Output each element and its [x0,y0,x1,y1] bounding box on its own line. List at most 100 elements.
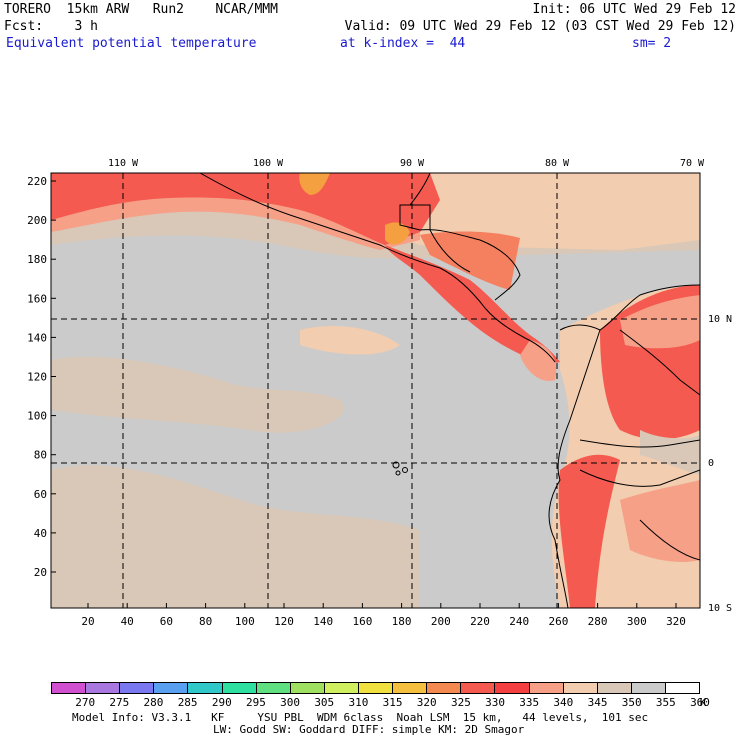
colorbar-cell [631,683,666,693]
colombia-north-coast [559,284,700,331]
venezuela-border [619,329,700,396]
colorbar-cell [495,683,530,693]
peru-border [579,469,700,487]
x-tick-label: 120 [274,615,294,628]
orange-spot-north [299,173,330,195]
honduras-border [429,229,471,273]
peach-patch-ocean [300,325,400,355]
salmon-panama [520,340,557,381]
colorbar-cell [222,683,257,693]
colorbar-label: 300 [280,696,301,709]
red-central-america [385,245,560,365]
y-tick-label: 140 [27,331,47,344]
salmon-colombia-north [620,295,700,349]
longitude-label: 80 W [545,158,570,169]
x-tick-label: 140 [313,615,333,628]
longitude-label: 100 W [253,158,284,169]
coastlines [199,173,700,608]
longitude-labels: 110 W 100 W 90 W 80 W 70 W [108,158,705,169]
y-tick-label: 200 [27,214,47,227]
x-tick-labels: 20 40 60 80 100 120 140 160 180 200 220 240 260 280 30… [81,615,686,628]
colorbar-label: 325 [450,696,471,709]
colorbar-label: 330 [485,696,505,709]
pacific-coastline-central-america [199,173,556,363]
y-tick-label: 100 [27,410,47,423]
colorbar-cell [86,683,121,693]
physics-info: LW: Godd SW: Goddard DIFF: simple KM: 2D… [213,723,525,736]
latitude-label: 10 N [708,314,732,325]
smoothing-label: sm= 2 [632,36,672,51]
colorbar-cell [358,683,394,693]
field-shading [51,173,700,608]
k-index-label: at k-index = 44 [340,36,466,51]
brazil-peru-border [639,519,700,561]
y-tick-label: 40 [34,527,47,540]
colorbar-unit: K [699,696,707,709]
y-tick-label: 20 [34,566,47,579]
colorbar-cell [461,683,496,693]
caribbean-coastline [399,173,521,301]
field-name: Equivalent potential temperature [6,36,257,51]
red-andes-peru [558,454,620,608]
y-tick-labels: 220 200 180 160 140 120 100 80 60 40 20 [27,175,47,579]
latitude-label: 10 S [708,603,732,614]
x-tick-label: 320 [666,615,686,628]
colorbar-label: 290 [211,696,232,709]
x-tick-label: 80 [199,615,212,628]
y-tick-label: 80 [34,449,47,462]
latitude-labels: 10 N 0 10 S [708,314,732,614]
galapagos-island-3 [395,470,401,476]
latitude-label: 0 [708,458,714,469]
guatemala-border [400,204,431,230]
y-tick-label: 180 [27,253,47,266]
colorbar-cell [427,683,462,693]
x-tick-marks [87,603,677,608]
x-tick-label: 40 [121,615,134,628]
colorbar-cell [290,683,325,693]
colorbar-cell [52,683,87,693]
colorbar-label: 275 [109,696,130,709]
salmon-amazon [620,480,700,562]
galapagos-island-1 [392,461,400,469]
map-frame [50,172,701,609]
tan-patch-mid [51,356,344,433]
colorbar-cell [665,683,700,693]
colorbar-label: 355 [655,696,676,709]
forecast-hour: Fcst: 3 h [4,19,98,34]
colorbar-label: 310 [348,696,369,709]
colorbar-labels: 270 275 280 285 290 295 300 305 310 315 320 325 330 3… [0,696,740,710]
valid-time: Valid: 09 UTC Wed 29 Feb 12 (03 CST Wed … [344,19,736,34]
map-plot: 220 200 180 160 140 120 100 80 60 40 20 20 40 60 80 10… [27,158,732,628]
south-america-west-coast [548,329,601,608]
galapagos-island-2 [402,467,408,473]
colorbar-label: 285 [177,696,198,709]
x-tick-label: 100 [235,615,255,628]
x-tick-label: 160 [352,615,372,628]
colorbar-label: 350 [621,696,642,709]
x-tick-label: 280 [588,615,608,628]
x-tick-label: 200 [431,615,451,628]
x-tick-label: 60 [160,615,173,628]
longitude-label: 90 W [400,158,425,169]
colorbar-label: 320 [416,696,437,709]
colorbar-label: 295 [246,696,266,709]
colorbar-cell [120,683,155,693]
colorbar-label: 345 [587,696,608,709]
colorbar-label: 335 [519,696,540,709]
x-tick-label: 220 [470,615,490,628]
tan-region-south [51,465,420,608]
y-tick-marks [51,180,56,573]
y-tick-label: 220 [27,175,47,188]
colorbar-cell [597,683,632,693]
colorbar-label: 315 [382,696,403,709]
y-tick-label: 60 [34,488,47,501]
longitude-label: 70 W [680,158,705,169]
model-title: TORERO 15km ARW Run2 NCAR/MMM [4,2,278,17]
model-info: Model Info: V3.3.1 KF YSU PBL WDM 6class… [72,711,649,724]
colorbar-cell [324,683,359,693]
colorbar-cell [393,683,428,693]
colorbar-cell [188,683,223,693]
x-tick-label: 180 [392,615,412,628]
y-tick-label: 120 [27,371,47,384]
red-coast-mexico [51,173,440,245]
